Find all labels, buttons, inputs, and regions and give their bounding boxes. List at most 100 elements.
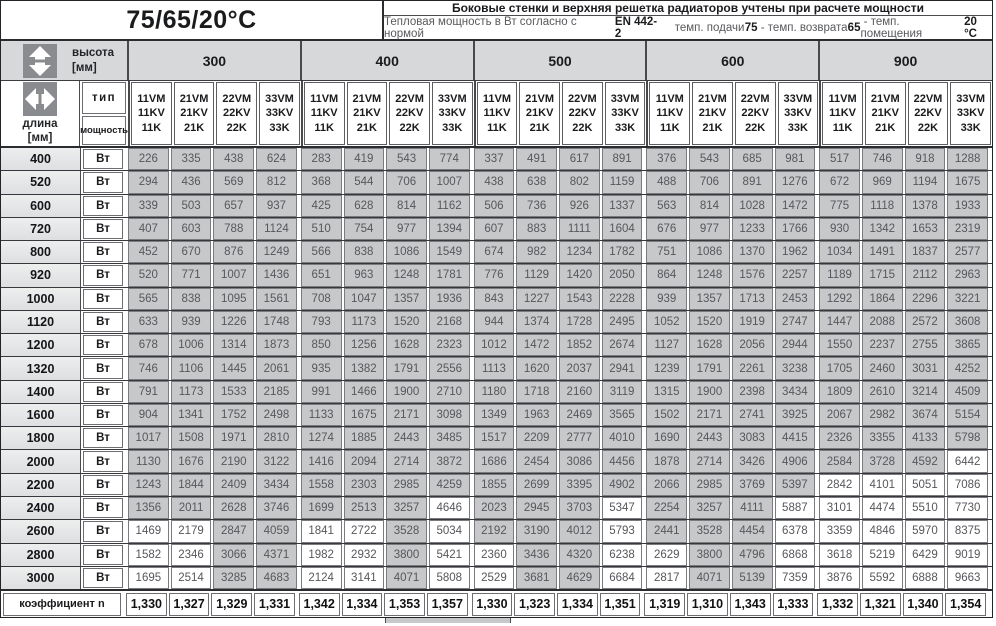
power-value-cell: 1357 [689, 287, 730, 310]
power-value-cell: 4509 [947, 380, 988, 403]
power-value-cell: 2741 [731, 403, 773, 427]
power-value-cell: 3066 [213, 543, 255, 566]
power-value-cell: 1466 [343, 380, 385, 403]
data-group-900: 3876 5592 6888 9663 [816, 566, 989, 590]
data-group-400: 1699 2513 3257 4646 [298, 496, 471, 520]
type-name: 11K [141, 121, 162, 134]
power-value-cell: 883 [516, 217, 557, 241]
data-group-500: 1855 2699 3395 4902 [471, 473, 644, 496]
power-value-cell: 1550 [819, 334, 860, 357]
power-value-cell: 3769 [731, 473, 773, 496]
power-value-cell: 685 [731, 148, 773, 171]
length-cell: 520 [1, 171, 81, 194]
power-value-cell: 776 [473, 264, 515, 287]
up-down-arrow-icon [23, 43, 57, 78]
unit-cell: Вт [83, 451, 123, 472]
power-value-cell: 791 [128, 380, 169, 403]
power-value-cell: 1034 [819, 241, 860, 264]
power-value-cell: 2088 [861, 310, 903, 334]
coefficient-value-cell: 1,354 [945, 592, 986, 616]
data-group-600: 488 706 891 1276 [643, 171, 816, 194]
power-value-cell: 930 [819, 217, 860, 241]
type-name: 22VM [913, 93, 943, 106]
power-value-cell: 3485 [428, 427, 470, 450]
power-value-cell: 2498 [256, 403, 297, 427]
power-value-cell: 1676 [170, 450, 212, 473]
power-value-cell: 1248 [386, 264, 427, 287]
power-value-cell: 2257 [774, 264, 816, 287]
power-value-cell: 5970 [904, 520, 946, 543]
power-value-cell: 1394 [428, 217, 470, 241]
power-value-cell: 2094 [343, 450, 385, 473]
power-value-cell: 1472 [516, 334, 557, 357]
power-value-cell: 436 [170, 171, 212, 194]
power-value-cell: 2944 [774, 334, 816, 357]
power-value-cell: 3528 [386, 520, 427, 543]
type-name: 21KV [353, 107, 381, 120]
power-value-cell: 4010 [601, 427, 643, 450]
power-value-cell: 2714 [689, 450, 730, 473]
power-value-cell: 565 [128, 287, 169, 310]
power-value-cell: 3565 [601, 403, 643, 427]
power-value-cell: 3214 [904, 380, 946, 403]
power-value-cell: 1873 [256, 334, 297, 357]
power-value-cell: 3238 [774, 357, 816, 380]
power-value-cell: 982 [516, 241, 557, 264]
power-value-cell: 1007 [428, 171, 470, 194]
table-row-length-1400: 1400 Вт 791 1173 1533 2185 991 1466 1900 2710 1180… [1, 380, 992, 404]
data-group-300: 1130 1676 2190 3122 [125, 450, 298, 473]
power-value-cell: 1561 [256, 287, 297, 310]
length-word: длина [22, 117, 58, 130]
power-value-cell: 2460 [861, 357, 903, 380]
type-name: 21KV [871, 107, 900, 120]
length-cell: 2200 [1, 473, 81, 496]
power-value-cell: 1447 [819, 310, 860, 334]
power-value-cell: 1162 [428, 194, 470, 217]
power-value-cell: 746 [861, 148, 903, 171]
power-value-cell: 838 [170, 287, 212, 310]
power-value-cell: 2067 [819, 403, 860, 427]
power-value-cell: 793 [300, 310, 342, 334]
data-group-400: 1558 2303 2985 4259 [298, 473, 471, 496]
power-value-cell: 3086 [559, 450, 600, 473]
table-row-length-3000: 3000 Вт 1695 2514 3285 4683 2124 3141 4071 5808 25… [1, 566, 992, 592]
power-value-cell: 814 [386, 194, 427, 217]
type-name: 21KV [180, 107, 208, 120]
power-value-cell: 1127 [646, 334, 688, 357]
unit-cell: Вт [83, 428, 123, 449]
power-value-cell: 876 [213, 241, 255, 264]
type-header-cell: 11VM 11KV 11K [649, 82, 691, 145]
power-value-cell: 651 [300, 264, 342, 287]
type-name: 21KV [698, 107, 727, 120]
power-value-cell: 788 [213, 217, 255, 241]
power-value-cell: 1543 [559, 287, 600, 310]
data-group-500: 1180 1718 2160 3119 [471, 380, 644, 403]
power-value-cell: 2050 [601, 264, 643, 287]
unit-cell: Вт [83, 218, 123, 240]
power-value-cell: 670 [170, 241, 212, 264]
type-header-cell: 11VM 11KV 11K [131, 82, 172, 145]
data-group-400: 1841 2722 3528 5034 [298, 520, 471, 543]
type-name: 22VM [740, 93, 770, 106]
power-value-cell: 2722 [343, 520, 385, 543]
data-group-300: 565 838 1095 1561 [125, 287, 298, 310]
power-value-cell: 4133 [904, 427, 946, 450]
power-value-cell: 5793 [601, 520, 643, 543]
power-value-cell: 1549 [428, 241, 470, 264]
note-fragment: - темп. помещения [860, 16, 926, 40]
power-value-cell: 4683 [256, 566, 297, 590]
type-name: 21VM [525, 93, 555, 106]
coefficient-value-cell: 1,329 [211, 592, 253, 616]
power-value-cell: 1095 [213, 287, 255, 310]
power-value-cell: 2441 [646, 520, 688, 543]
data-group-300: 1017 1508 1971 2810 [125, 427, 298, 450]
power-value-cell: 1752 [213, 403, 255, 427]
power-value-cell: 5219 [861, 543, 903, 566]
type-header-cell: 11VM 11KV 11K [303, 82, 345, 145]
power-value-cell: 2699 [516, 473, 557, 496]
power-value-cell: 6429 [904, 543, 946, 566]
power-value-cell: 488 [646, 171, 688, 194]
coefficient-value-cell: 1,331 [254, 592, 295, 616]
power-value-cell: 904 [128, 403, 169, 427]
